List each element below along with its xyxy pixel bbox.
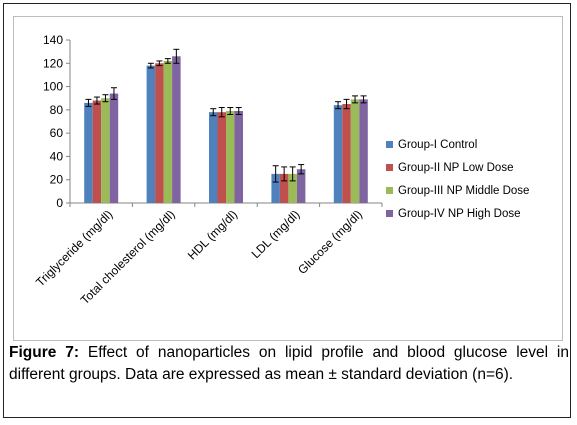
legend-swatch	[386, 141, 393, 148]
caption-text: Effect of nanoparticles on lipid profile…	[9, 344, 569, 383]
bar	[234, 111, 243, 203]
bar	[172, 56, 181, 203]
figure-caption: Figure 7: Effect of nanoparticles on lip…	[9, 342, 569, 386]
legend-swatch	[386, 210, 393, 217]
y-tick-label: 60	[50, 126, 64, 140]
y-tick-label: 40	[50, 149, 64, 163]
legend-label: Group-IV NP High Dose	[398, 207, 521, 220]
bar	[333, 105, 343, 203]
bar	[146, 65, 156, 203]
y-tick-label: 100	[43, 80, 63, 94]
bar	[109, 93, 119, 203]
x-category-label: HDL (mg/dl)	[185, 207, 240, 262]
bar	[271, 173, 280, 203]
x-category-label: LDL (mg/dl)	[249, 207, 303, 261]
y-tick-label: 0	[56, 196, 63, 210]
y-tick-label: 20	[50, 173, 64, 187]
y-tick-label: 140	[43, 33, 63, 47]
bar	[84, 102, 93, 203]
bar	[279, 173, 289, 203]
bar	[217, 112, 226, 203]
legend-label: Group-III NP Middle Dose	[398, 184, 530, 197]
y-tick-label: 120	[43, 56, 63, 70]
bar	[155, 63, 164, 204]
legend-item: Group-I Control	[386, 133, 529, 156]
legend-swatch	[386, 164, 393, 171]
caption-label: Figure 7:	[9, 344, 79, 361]
chart-area: 0 20 40 60 80 100 120 140 Triglyceride (mg/dl) To…	[13, 16, 563, 341]
legend-item: Group-III NP Middle Dose	[386, 179, 529, 202]
bar	[288, 173, 297, 203]
bar	[226, 111, 235, 203]
bar	[101, 98, 110, 203]
bar	[296, 169, 306, 203]
legend-label: Group-I Control	[398, 138, 478, 151]
legend-item: Group-II NP Low Dose	[386, 156, 529, 179]
bar	[350, 99, 360, 203]
y-tick-label: 80	[50, 103, 64, 117]
chart-legend: Group-I Control Group-II NP Low Dose Group…	[386, 133, 529, 225]
legend-item: Group-IV NP High Dose	[386, 202, 529, 225]
figure-frame: 0 20 40 60 80 100 120 140 Triglyceride (mg/dl) To…	[3, 3, 571, 418]
legend-label: Group-II NP Low Dose	[398, 161, 514, 174]
bar	[359, 99, 368, 203]
bar	[342, 104, 351, 203]
legend-swatch	[386, 187, 393, 194]
bar	[92, 100, 102, 203]
bar	[163, 60, 173, 204]
x-category-label: Glucose (mg/dl)	[295, 207, 365, 277]
bar	[209, 112, 218, 203]
